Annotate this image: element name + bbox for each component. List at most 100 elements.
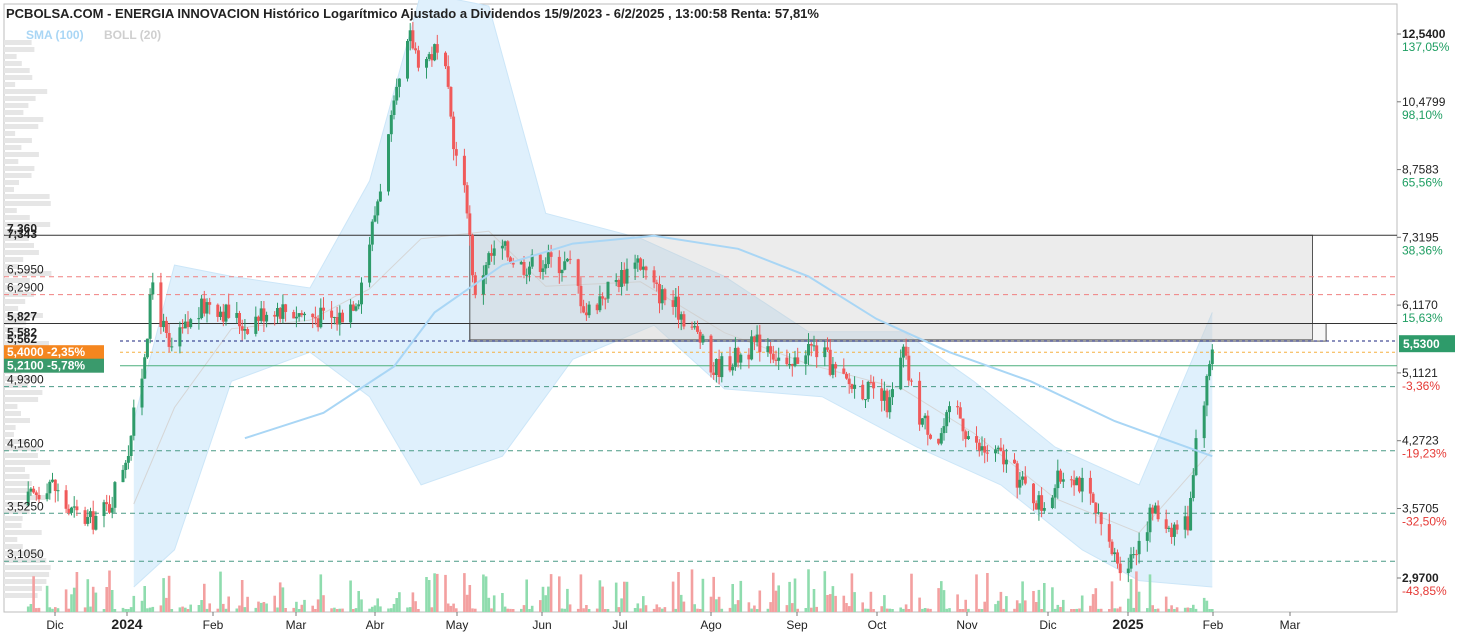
volume-bar [785,605,789,612]
candle-body [373,215,377,222]
candle-body [1072,479,1076,486]
candle-body [568,258,572,260]
candle-body [322,307,325,311]
volume-bar [205,608,209,612]
candle-body [395,86,399,101]
volume-bar [503,606,507,612]
right-pct-label: 137,05% [1402,40,1450,54]
volume-bar [766,608,770,612]
volume-bar [682,601,686,612]
volume-bar [701,578,705,612]
right-pct-label: 98,10% [1402,108,1443,122]
candle-body [1194,438,1198,476]
volume-bar [869,591,873,612]
badge-label: 5,4000 -2,35% [7,345,85,359]
volume-bar [146,608,149,612]
volume-bar [159,605,163,612]
profile-bar [4,390,43,395]
volume-bar [652,608,656,612]
volume-bar [772,572,775,612]
candle-body [785,357,789,365]
volume-bar [32,576,35,612]
volume-bar [1021,581,1024,612]
volume-bar [48,607,52,612]
candle-body [809,344,813,346]
boll-lower [133,324,1213,588]
profile-bar [4,572,50,577]
volume-bar [392,604,396,612]
candle-body [1126,568,1130,574]
candle-body [1061,479,1065,482]
profile-bar [4,586,42,591]
volume-bar [522,605,526,612]
volume-bar [788,581,791,612]
badge-bg [4,358,104,373]
profile-bar [4,257,24,262]
profile-bar [4,446,40,451]
volume-bar [446,603,450,612]
candle-body [411,30,415,49]
candle-body [330,310,334,318]
candle-body [72,506,76,508]
candle-body [143,357,147,379]
volume-bar [642,596,645,612]
profile-bar [4,453,38,458]
candle-body [227,304,231,318]
left-level-label: 3,5250 [7,499,44,513]
candle-body [75,506,79,511]
candle-body [1099,512,1103,525]
volume-bar [148,607,152,612]
volume-bar [961,609,965,612]
candle-body [113,482,117,508]
volume-bar [734,604,737,612]
volume-bar [864,608,867,612]
volume-bar [509,608,512,612]
volume-bar [636,603,640,612]
candle-body [966,436,970,439]
candle-body [1148,507,1152,533]
volume-bar [1183,607,1187,612]
volume-bar [151,606,155,612]
candle-body [777,357,781,361]
candle-body [240,326,244,331]
volume-bars [26,569,1214,612]
volume-bar [219,571,222,612]
volume-bar [1192,604,1195,612]
candle-body [788,364,792,365]
candle-body [444,52,447,67]
candle-body [655,282,659,284]
candle-body [219,311,222,317]
volume-bar [777,585,780,612]
volume-bar [731,584,734,612]
volume-bar [89,606,92,612]
candle-body [641,266,645,270]
volume-bar [371,606,374,612]
volume-bar [810,607,813,612]
right-price-label: 10,4799 [1402,95,1446,109]
candle-body [162,320,166,328]
volume-bar [200,600,203,612]
volume-bar [1110,581,1114,612]
volume-bar [747,602,751,612]
volume-bar [262,602,266,612]
volume-bar [525,579,528,612]
volume-bar [845,603,848,612]
volume-bar [579,574,583,612]
volume-bar [64,589,68,612]
volume-bar [791,603,794,612]
candle-body [1050,497,1054,508]
volume-bar [368,608,371,612]
volume-bar [774,590,778,612]
volume-bar [319,574,323,612]
volume-bar [26,606,30,612]
candle-body [983,446,987,453]
volume-bar [243,607,247,612]
candle-body [319,307,323,328]
legend-sma: SMA (100) [26,28,84,42]
candle-body [994,449,997,454]
volume-bar [1032,591,1035,612]
candle-body [34,492,38,495]
candle-body [1116,552,1119,564]
candle-body [766,346,770,353]
volume-bar [1099,608,1103,612]
